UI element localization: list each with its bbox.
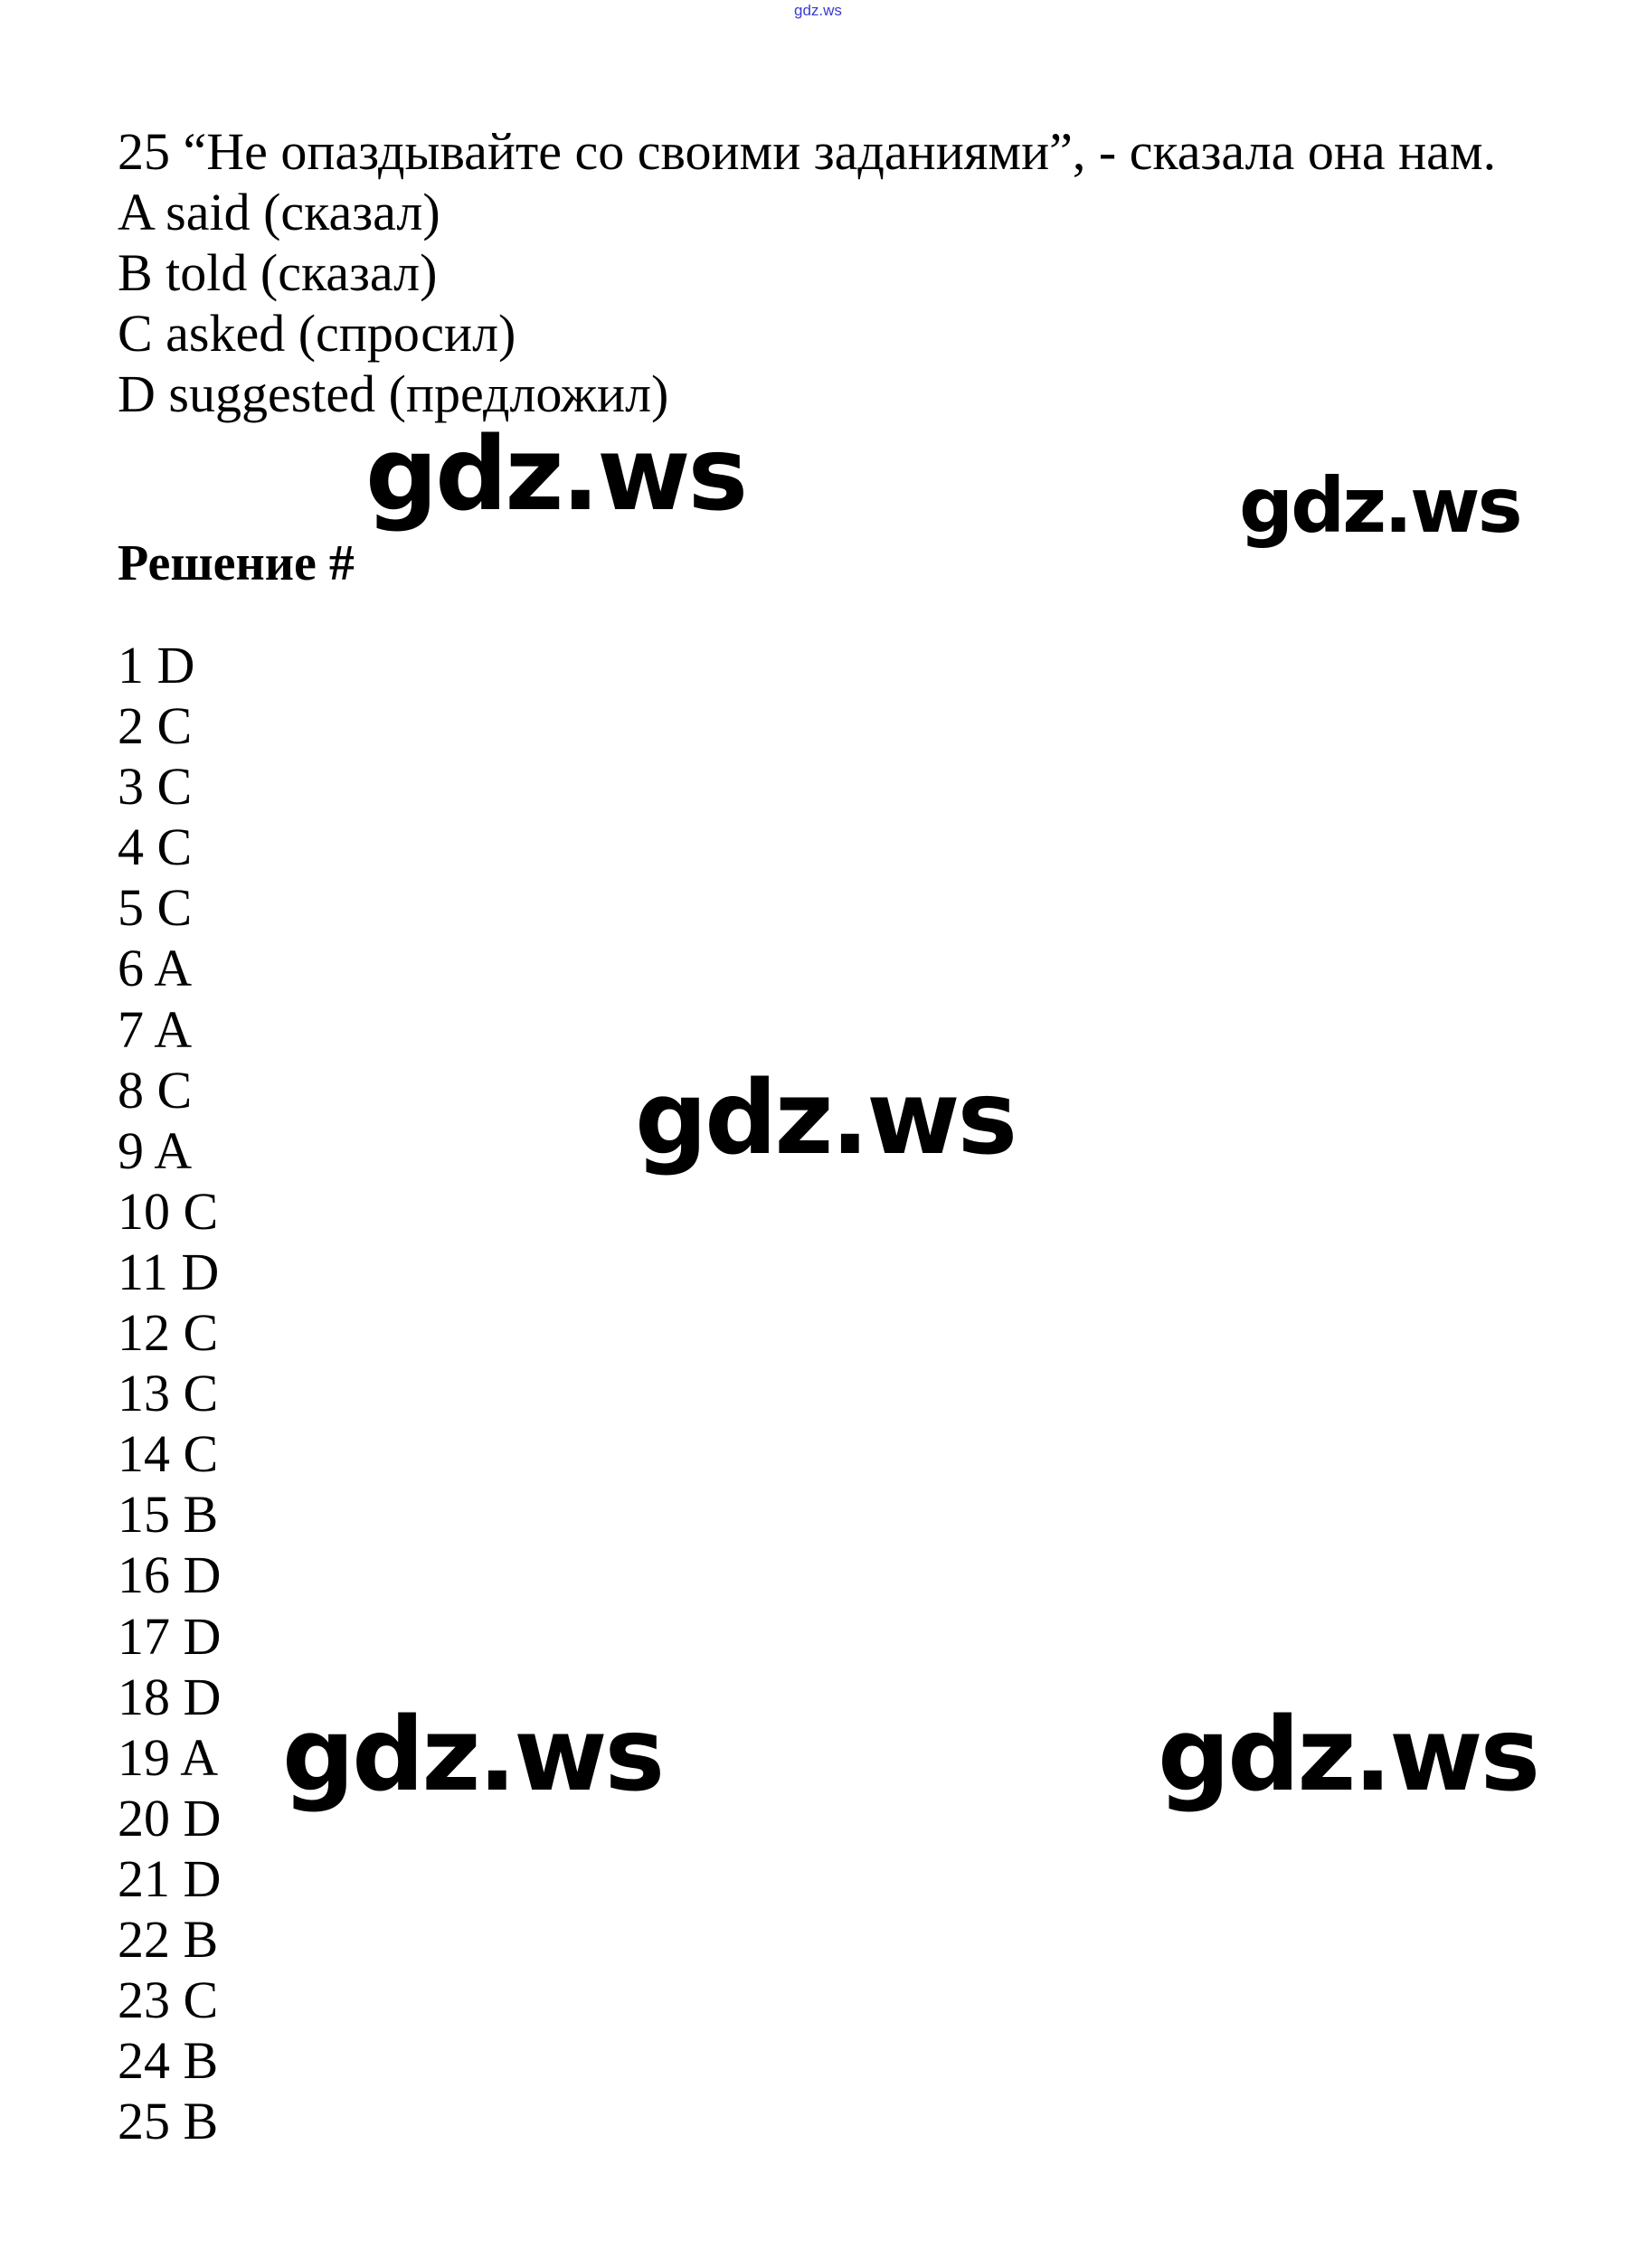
option-a: A said (сказал) bbox=[118, 183, 440, 241]
answer-item: 10 C bbox=[118, 1181, 219, 1241]
option-d: D suggested (предложил) bbox=[118, 364, 669, 423]
watermark: gdz.ws bbox=[1158, 1696, 1540, 1814]
answer-item: 14 C bbox=[118, 1424, 219, 1484]
site-mark-link[interactable]: gdz.ws bbox=[794, 2, 842, 19]
watermark: gdz.ws bbox=[282, 1696, 665, 1814]
watermark: gdz.ws bbox=[365, 416, 748, 534]
option-c: C asked (спросил) bbox=[118, 304, 516, 363]
answer-item: 8 C bbox=[118, 1060, 193, 1120]
answer-item: 16 D bbox=[118, 1545, 222, 1605]
answer-item: 2 C bbox=[118, 696, 193, 756]
question-text: 25 “Не опаздывайте со своими заданиями”,… bbox=[118, 122, 1497, 181]
answer-item: 23 C bbox=[118, 1970, 219, 2030]
answer-list: 1 D 2 C 3 C 4 C 5 C 6 A 7 A 8 C 9 A 10 C… bbox=[118, 635, 221, 2151]
answer-item: 15 B bbox=[118, 1485, 219, 1545]
answer-item: 9 A bbox=[118, 1120, 193, 1180]
answer-item: 13 C bbox=[118, 1364, 219, 1423]
answer-item: 19 A bbox=[118, 1727, 219, 1787]
answer-item: 11 D bbox=[118, 1242, 220, 1301]
answer-item: 6 A bbox=[118, 939, 193, 998]
answer-item: 21 D bbox=[118, 1848, 222, 1908]
option-b: B told (сказал) bbox=[118, 243, 438, 302]
answer-item: 24 B bbox=[118, 2031, 219, 2091]
answer-item: 22 B bbox=[118, 1909, 219, 1969]
answer-item: 3 C bbox=[118, 757, 193, 817]
answer-item: 17 D bbox=[118, 1606, 222, 1666]
answer-item: 1 D bbox=[118, 636, 195, 695]
answer-item: 12 C bbox=[118, 1303, 219, 1363]
answer-item: 18 D bbox=[118, 1667, 222, 1726]
answer-item: 25 B bbox=[118, 2092, 219, 2151]
answer-item: 5 C bbox=[118, 878, 193, 938]
answer-item: 4 C bbox=[118, 817, 193, 877]
solution-heading: Решение # bbox=[118, 535, 355, 591]
answer-item: 20 D bbox=[118, 1788, 222, 1847]
watermark: gdz.ws bbox=[1239, 461, 1523, 550]
answer-item: 7 A bbox=[118, 999, 193, 1059]
watermark: gdz.ws bbox=[635, 1060, 1017, 1177]
